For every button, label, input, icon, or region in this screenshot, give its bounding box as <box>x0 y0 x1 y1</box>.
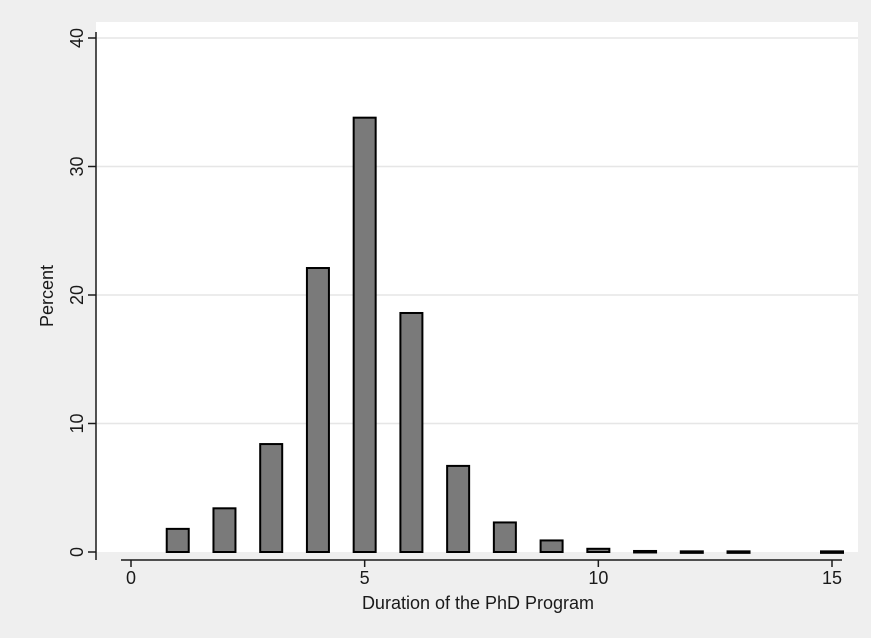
y-tick-label: 40 <box>67 28 87 48</box>
axes <box>95 32 842 561</box>
x-tick-label: 15 <box>822 568 842 588</box>
bars <box>165 116 844 554</box>
x-axis-ticks: 0 5 10 15 <box>126 560 842 588</box>
y-tick-label: 30 <box>67 156 87 176</box>
y-tick-label: 0 <box>67 547 87 557</box>
bar-4 <box>305 267 330 553</box>
bar-9 <box>539 539 564 553</box>
bar-13 <box>726 550 751 554</box>
bar-2 <box>212 507 237 553</box>
plot-area <box>96 22 858 552</box>
y-tick-label: 20 <box>67 285 87 305</box>
bar-3 <box>259 443 284 553</box>
x-axis-title: Duration of the PhD Program <box>362 593 594 613</box>
bar-11 <box>633 549 658 554</box>
x-tick-label: 10 <box>588 568 608 588</box>
y-axis-ticks: 0 10 20 30 40 <box>67 28 96 557</box>
bar-1 <box>165 527 190 553</box>
y-axis-title: Percent <box>37 265 57 327</box>
bar-10 <box>586 547 611 553</box>
bar-6 <box>399 311 424 553</box>
gridlines <box>96 37 858 425</box>
bar-5 <box>352 116 377 553</box>
bar-15 <box>820 550 844 554</box>
y-tick-label: 10 <box>67 413 87 433</box>
bar-8 <box>492 521 517 554</box>
bar-7 <box>446 464 471 553</box>
x-tick-label: 0 <box>126 568 136 588</box>
bar-12 <box>679 550 704 554</box>
x-tick-label: 5 <box>360 568 370 588</box>
